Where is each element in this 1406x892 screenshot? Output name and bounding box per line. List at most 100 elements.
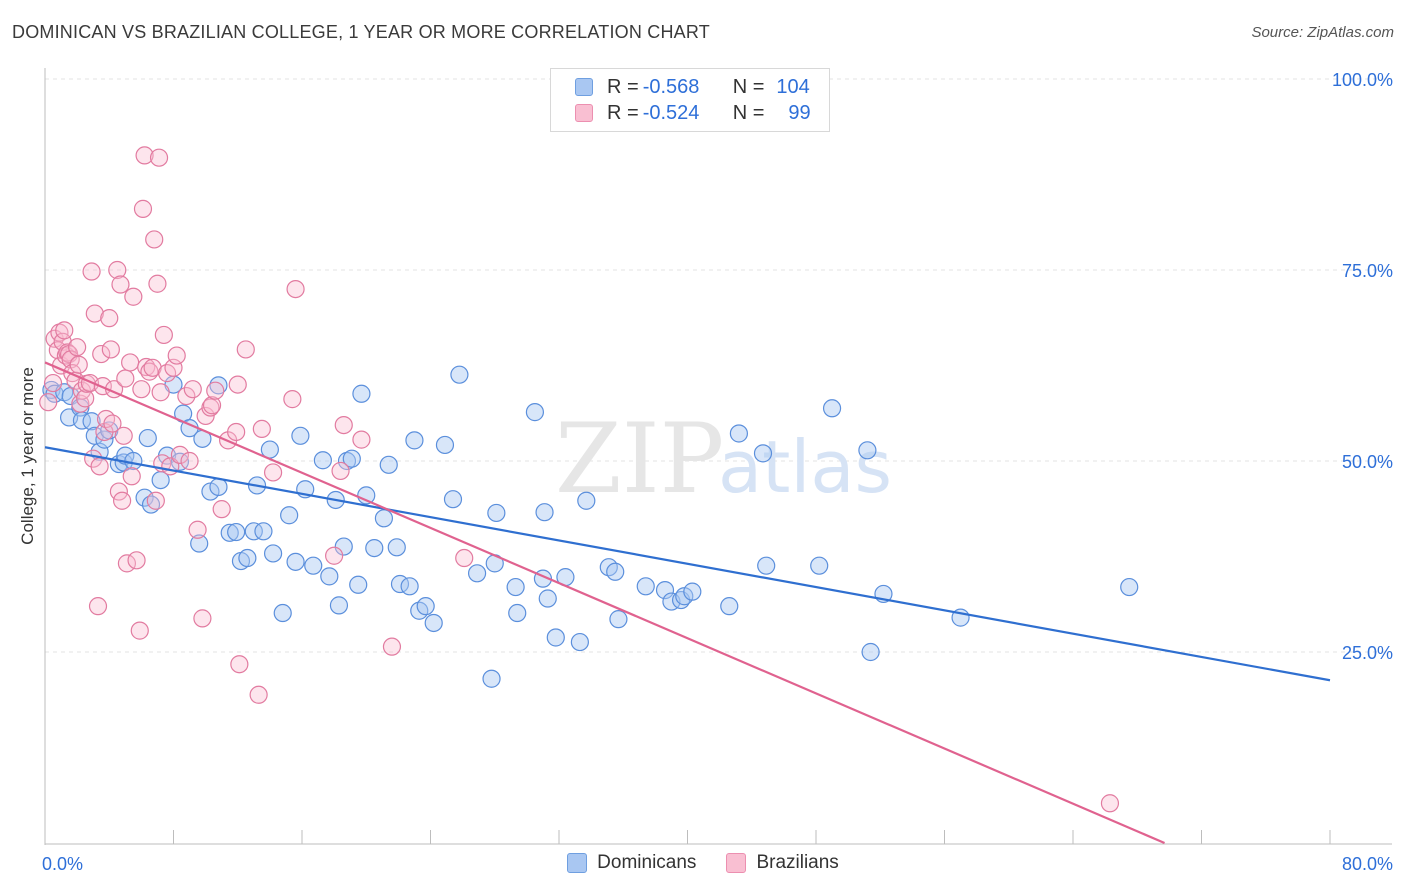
legend-label-dominicans: Dominicans xyxy=(597,852,697,873)
data-point-dominicans xyxy=(304,556,323,575)
data-point-dominicans xyxy=(244,522,263,541)
trend-line-brazilians xyxy=(44,361,1165,845)
data-point-dominicans xyxy=(757,556,776,575)
data-point-dominicans xyxy=(82,412,101,431)
series-dominicans xyxy=(42,365,1139,688)
legend-r-label: R = xyxy=(607,101,639,124)
data-point-dominicans xyxy=(405,431,424,450)
data-point-dominicans xyxy=(124,451,143,471)
data-point-dominicans xyxy=(337,451,357,471)
data-point-dominicans xyxy=(729,424,749,443)
watermark: ZIP atlas xyxy=(555,403,892,515)
data-point-dominicans xyxy=(374,509,394,528)
legend-label-brazilians: Brazilians xyxy=(756,852,839,873)
data-point-brazilians xyxy=(116,369,135,388)
data-point-dominicans xyxy=(329,596,349,615)
data-point-dominicans xyxy=(379,455,398,474)
data-point-dominicans xyxy=(238,548,257,568)
data-point-brazilians xyxy=(85,304,104,323)
data-point-dominicans xyxy=(538,589,557,608)
data-point-brazilians xyxy=(68,338,87,357)
data-point-brazilians xyxy=(124,287,143,306)
data-point-dominicans xyxy=(443,490,463,509)
data-point-dominicans xyxy=(387,538,406,557)
data-point-dominicans xyxy=(280,506,299,525)
data-point-brazilians xyxy=(43,373,63,393)
data-point-dominicans xyxy=(273,603,292,623)
data-point-dominicans xyxy=(342,449,361,468)
data-point-brazilians xyxy=(177,386,196,406)
data-point-brazilians xyxy=(283,390,302,409)
data-point-brazilians xyxy=(202,396,222,415)
data-point-dominicans xyxy=(227,522,246,542)
data-point-dominicans xyxy=(450,365,469,384)
trend-lines xyxy=(44,361,1331,845)
legend-n-label: N = xyxy=(732,101,765,124)
data-point-brazilians xyxy=(227,422,246,442)
data-point-brazilians xyxy=(55,321,74,340)
data-point-brazilians xyxy=(114,426,133,445)
data-point-dominicans xyxy=(263,544,283,563)
data-point-brazilians xyxy=(100,309,119,328)
data-point-brazilians xyxy=(193,609,212,628)
data-point-brazilians xyxy=(230,655,249,674)
data-point-dominicans xyxy=(570,632,589,652)
legend-r-value: -0.568 xyxy=(642,75,700,98)
y-axis-label: College, 1 year or more xyxy=(18,367,37,545)
legend-row-dominicans: R = -0.568 N = 104 xyxy=(575,75,810,99)
data-point-brazilians xyxy=(135,146,154,165)
data-point-brazilians xyxy=(39,393,58,412)
data-point-brazilians xyxy=(132,380,151,399)
data-point-dominicans xyxy=(254,522,273,541)
data-point-brazilians xyxy=(183,380,202,399)
data-point-dominicans xyxy=(508,603,527,623)
data-point-brazilians xyxy=(127,551,146,570)
data-point-dominicans xyxy=(606,562,625,581)
data-point-dominicans xyxy=(609,610,628,629)
legend-item-dominicans[interactable]: Dominicans xyxy=(567,852,696,874)
data-point-brazilians xyxy=(455,548,474,568)
data-point-dominicans xyxy=(577,491,596,510)
y-tick-label: 100.0% xyxy=(1332,70,1393,90)
y-tick-label: 50.0% xyxy=(1342,452,1393,472)
data-point-brazilians xyxy=(108,260,127,280)
data-point-brazilians xyxy=(88,597,108,616)
watermark-atlas: atlas xyxy=(718,425,892,509)
data-point-brazilians xyxy=(352,430,371,449)
data-point-dominicans xyxy=(400,577,419,596)
data-point-brazilians xyxy=(196,406,215,426)
data-point-dominicans xyxy=(525,403,545,422)
data-point-brazilians xyxy=(331,461,350,481)
data-point-brazilians xyxy=(382,637,402,656)
data-point-brazilians xyxy=(133,199,153,218)
legend-item-brazilians[interactable]: Brazilians xyxy=(726,852,839,874)
legend-n-value: 104 xyxy=(776,75,810,98)
data-point-dominicans xyxy=(220,523,239,542)
data-point-dominicans xyxy=(313,451,332,470)
data-point-dominicans xyxy=(416,597,435,616)
legend-r-label: R = xyxy=(607,75,639,98)
data-point-brazilians xyxy=(154,325,173,345)
data-point-brazilians xyxy=(122,467,141,486)
legend-n-label: N = xyxy=(732,75,765,98)
legend-r-value: -0.524 xyxy=(642,101,700,124)
data-point-dominicans xyxy=(810,556,829,575)
data-point-dominicans xyxy=(138,428,157,448)
data-point-brazilians xyxy=(252,419,271,439)
data-point-brazilians xyxy=(112,491,132,510)
data-point-brazilians xyxy=(228,375,247,394)
data-point-brazilians xyxy=(101,340,120,359)
data-point-dominicans xyxy=(209,477,228,497)
data-point-dominicans xyxy=(286,552,305,571)
data-point-dominicans xyxy=(535,503,554,522)
data-point-brazilians xyxy=(170,445,190,464)
data-point-brazilians xyxy=(71,394,90,413)
data-point-brazilians xyxy=(149,148,169,167)
data-point-dominicans xyxy=(861,642,880,662)
series-brazilians xyxy=(39,146,1120,813)
legend-swatch-dominicans xyxy=(567,853,588,873)
data-point-dominicans xyxy=(655,581,675,600)
data-point-brazilians xyxy=(180,451,199,471)
data-point-dominicans xyxy=(170,452,190,471)
